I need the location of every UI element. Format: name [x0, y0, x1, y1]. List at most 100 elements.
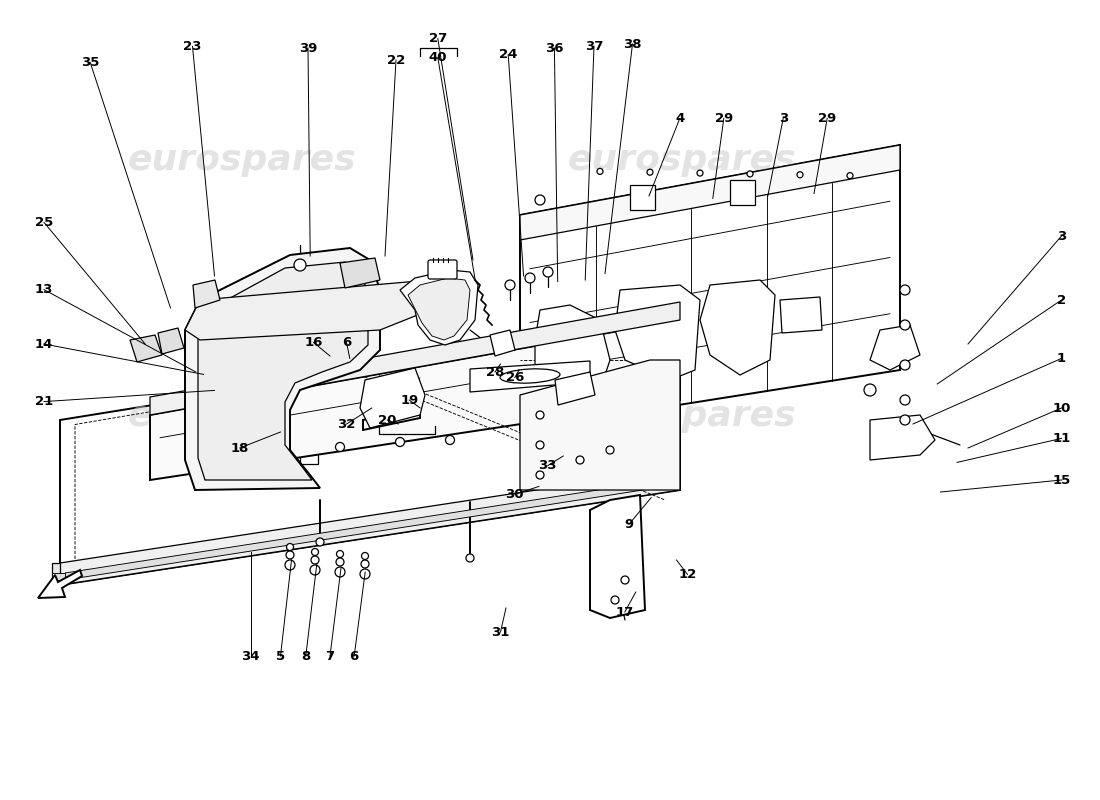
- Text: 10: 10: [1053, 402, 1070, 414]
- Text: eurospares: eurospares: [128, 143, 356, 177]
- Text: 40: 40: [429, 51, 447, 64]
- Text: 25: 25: [35, 216, 53, 229]
- Text: 21: 21: [35, 395, 53, 408]
- Text: 37: 37: [585, 40, 603, 53]
- Circle shape: [576, 456, 584, 464]
- Polygon shape: [520, 145, 900, 430]
- Polygon shape: [615, 285, 700, 380]
- Text: eurospares: eurospares: [128, 399, 356, 433]
- Text: 1: 1: [1057, 352, 1066, 365]
- Polygon shape: [198, 262, 368, 480]
- Text: 29: 29: [818, 112, 836, 125]
- Circle shape: [310, 565, 320, 575]
- Text: 6: 6: [350, 650, 359, 662]
- Text: 32: 32: [338, 418, 355, 430]
- Circle shape: [311, 556, 319, 564]
- Polygon shape: [535, 305, 611, 395]
- Polygon shape: [400, 270, 478, 345]
- Text: 13: 13: [35, 283, 53, 296]
- Text: 19: 19: [400, 394, 418, 406]
- Circle shape: [847, 173, 852, 178]
- Polygon shape: [60, 320, 680, 585]
- Polygon shape: [185, 280, 430, 340]
- Polygon shape: [520, 145, 900, 240]
- Text: 31: 31: [492, 626, 509, 638]
- FancyBboxPatch shape: [428, 260, 456, 279]
- Text: 38: 38: [624, 38, 641, 50]
- Polygon shape: [39, 570, 82, 598]
- Polygon shape: [490, 330, 515, 356]
- Text: 23: 23: [184, 40, 201, 53]
- Text: 33: 33: [539, 459, 557, 472]
- Text: 24: 24: [499, 48, 517, 61]
- Text: 3: 3: [1057, 230, 1066, 242]
- Text: 8: 8: [301, 650, 310, 662]
- Text: 12: 12: [679, 568, 696, 581]
- Polygon shape: [408, 278, 470, 340]
- Circle shape: [505, 280, 515, 290]
- Circle shape: [647, 170, 653, 175]
- Polygon shape: [150, 302, 680, 415]
- Polygon shape: [192, 280, 220, 308]
- Text: 22: 22: [387, 54, 405, 66]
- Circle shape: [206, 426, 214, 434]
- Polygon shape: [52, 573, 65, 580]
- Polygon shape: [590, 495, 645, 618]
- Circle shape: [286, 543, 294, 550]
- Circle shape: [900, 360, 910, 370]
- Text: 35: 35: [81, 56, 99, 69]
- Circle shape: [265, 450, 275, 459]
- Polygon shape: [360, 368, 425, 428]
- Circle shape: [900, 320, 910, 330]
- Text: 4: 4: [675, 112, 684, 125]
- Polygon shape: [520, 360, 680, 490]
- Circle shape: [286, 551, 294, 559]
- Text: 3: 3: [779, 112, 788, 125]
- Circle shape: [891, 434, 899, 442]
- Circle shape: [597, 168, 603, 174]
- Polygon shape: [556, 372, 595, 405]
- Text: 5: 5: [276, 650, 285, 662]
- Polygon shape: [52, 563, 60, 585]
- Polygon shape: [730, 180, 755, 205]
- Polygon shape: [780, 297, 822, 333]
- Polygon shape: [150, 320, 680, 480]
- Polygon shape: [870, 325, 920, 370]
- Text: 18: 18: [231, 442, 249, 454]
- Text: 9: 9: [625, 518, 634, 530]
- Circle shape: [446, 435, 454, 445]
- Text: 16: 16: [305, 336, 322, 349]
- Text: 6: 6: [342, 336, 351, 349]
- Text: eurospares: eurospares: [568, 143, 796, 177]
- Circle shape: [535, 195, 544, 205]
- Polygon shape: [158, 328, 184, 354]
- Circle shape: [285, 560, 295, 570]
- Text: 39: 39: [299, 42, 317, 54]
- Text: 29: 29: [715, 112, 733, 125]
- Circle shape: [900, 285, 910, 295]
- Text: 2: 2: [1057, 294, 1066, 306]
- Text: 26: 26: [506, 371, 524, 384]
- Circle shape: [396, 438, 405, 446]
- Circle shape: [311, 549, 319, 555]
- Circle shape: [798, 172, 803, 178]
- Circle shape: [864, 384, 876, 396]
- Text: 30: 30: [506, 488, 524, 501]
- Text: eurospares: eurospares: [568, 399, 796, 433]
- Circle shape: [336, 567, 345, 577]
- Circle shape: [316, 538, 324, 546]
- Ellipse shape: [500, 369, 560, 383]
- Polygon shape: [185, 248, 380, 490]
- Polygon shape: [60, 468, 680, 585]
- Polygon shape: [130, 335, 162, 362]
- Circle shape: [900, 415, 910, 425]
- Circle shape: [621, 576, 629, 584]
- Bar: [300, 452, 318, 464]
- Circle shape: [536, 471, 544, 479]
- Polygon shape: [700, 280, 776, 375]
- Circle shape: [536, 411, 544, 419]
- Circle shape: [900, 395, 910, 405]
- Circle shape: [604, 382, 616, 394]
- Polygon shape: [470, 361, 590, 392]
- Circle shape: [337, 550, 343, 558]
